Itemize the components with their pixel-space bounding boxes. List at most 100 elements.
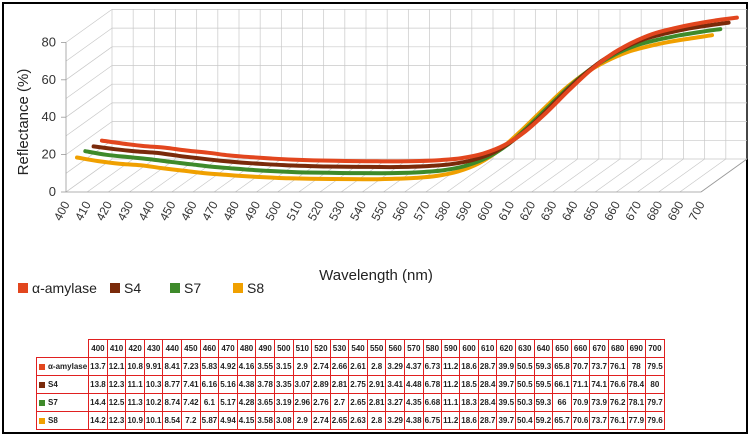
table-header-cell: 400 <box>88 339 108 358</box>
table-cell: 28.4 <box>477 375 498 394</box>
table-cell: 10.1 <box>143 411 164 430</box>
x-tick-label: 560 <box>390 199 412 224</box>
table-cell: 7.2 <box>181 411 201 430</box>
table-header-cell: 440 <box>162 339 183 358</box>
grid-line <box>65 102 113 137</box>
table-cell: 3.41 <box>385 375 405 394</box>
table-row: S4 13.8 12.3 11.1 10.3 8.77 7.41 6.16 5.16 4.38 3.… <box>35 375 665 394</box>
table-cell: 2.89 <box>311 375 331 394</box>
table-cell: 10.2 <box>143 393 164 412</box>
table-cell: 3.15 <box>273 357 294 376</box>
table-cell: 2.9 <box>292 411 313 430</box>
y-tick-label: 40 <box>42 109 56 124</box>
grid-line <box>658 158 705 193</box>
table-cell: 2.65 <box>329 411 350 430</box>
table-cell: 10.8 <box>125 357 145 376</box>
table-header-cell: 410 <box>106 339 127 358</box>
grid-line <box>679 158 727 193</box>
table-cell: 3.78 <box>255 375 275 394</box>
table-header-cell: 640 <box>533 339 554 358</box>
table-header-cell: 680 <box>607 339 628 358</box>
grid-line <box>298 158 346 193</box>
x-tick-label: 520 <box>305 199 327 224</box>
x-axis-title: Wavelength (nm) <box>319 267 433 284</box>
table-cell: 9.91 <box>143 357 164 376</box>
table-cell: 3.55 <box>255 357 275 376</box>
table-cell: 4.35 <box>404 393 424 412</box>
grid-line <box>467 158 515 193</box>
table-cell: 76.1 <box>607 357 628 376</box>
table-cell: 18.5 <box>459 375 479 394</box>
legend-label: α-amylase <box>32 280 97 296</box>
legend-label: S4 <box>124 280 141 296</box>
table-cell: 11.1 <box>441 393 461 412</box>
floor-edge-line <box>700 158 748 193</box>
table-cell: 39.5 <box>496 393 517 412</box>
table-row: S7 14.4 12.5 11.3 10.2 8.74 7.42 6.1 5.17 4.28 3.6… <box>35 393 665 412</box>
grid-line <box>362 158 409 193</box>
table-cell: 80 <box>645 375 665 394</box>
table-cell: 59.3 <box>533 393 554 412</box>
table-cell: 12.3 <box>106 411 127 430</box>
table-row: S8 14.2 12.3 10.9 10.1 8.54 7.2 5.87 4.94 4.15 3.5… <box>35 411 665 430</box>
table-cell: 65.8 <box>552 357 572 376</box>
x-axis-ticks: 400 410 420 430 440 450 460 470 480 490 500 510 520 5… <box>51 199 708 224</box>
table-cell: 8.74 <box>162 393 183 412</box>
table-header-row: 400 410 420 430 440 450 460 470 480 490 500 510 520 5… <box>36 339 665 358</box>
grid-line <box>65 65 113 99</box>
table-cell: 8.77 <box>162 375 183 394</box>
table-cell: 2.66 <box>329 357 350 376</box>
grid-line <box>319 158 367 193</box>
x-tick-label: 610 <box>495 199 517 224</box>
table-cell: 28.7 <box>477 411 498 430</box>
table-header-cell: 590 <box>441 339 461 358</box>
table-header-cell: 540 <box>348 339 368 358</box>
x-tick-label: 580 <box>432 199 454 224</box>
grid-line <box>510 158 557 193</box>
table-cell: 3.58 <box>255 411 275 430</box>
table-header-cell: 500 <box>273 339 294 358</box>
table-cell: 3.07 <box>292 375 313 394</box>
table-row: α-amylase 13.7 12.1 10.8 9.91 8.41 7.23 5.83 4.9… <box>35 357 665 376</box>
x-tick-label: 480 <box>220 199 242 224</box>
table-cell: 4.16 <box>236 357 257 376</box>
table-cell: 59.2 <box>533 411 554 430</box>
y-tick-label: 60 <box>42 72 56 87</box>
table-header-cell: 520 <box>311 339 331 358</box>
x-tick-label: 570 <box>411 199 433 224</box>
table-header-cell: 630 <box>515 339 535 358</box>
table-cell: 8.54 <box>162 411 183 430</box>
table-cell: 2.76 <box>311 393 331 412</box>
table-cell: 79.7 <box>645 393 665 412</box>
x-tick-label: 400 <box>51 199 73 224</box>
table-cell: 2.74 <box>311 357 331 376</box>
table-cell: 4.48 <box>404 375 424 394</box>
table-cell: 2.9 <box>292 357 313 376</box>
legend-label: S7 <box>184 280 201 296</box>
table-cell: 2.96 <box>292 393 313 412</box>
legend-swatch <box>170 283 180 293</box>
x-tick-label: 460 <box>178 199 200 224</box>
chart-series <box>75 15 739 182</box>
table-header-cell: 460 <box>199 339 220 358</box>
table-cell: 59.3 <box>533 357 554 376</box>
table-cell: 4.94 <box>218 411 238 430</box>
table-header-cell: 430 <box>143 339 164 358</box>
series-line <box>75 33 714 182</box>
table-row-label: S8 <box>35 411 90 430</box>
x-tick-label: 440 <box>136 199 158 224</box>
x-tick-label: 550 <box>368 199 390 224</box>
table-cell: 66 <box>552 393 572 412</box>
table-cell: 5.16 <box>218 375 238 394</box>
grid-line <box>616 158 663 193</box>
table-cell: 78 <box>626 357 647 376</box>
table-cell: 28.4 <box>477 393 498 412</box>
table-cell: 5.83 <box>199 357 220 376</box>
table-cell: 39.9 <box>496 357 517 376</box>
table-header-cell: 490 <box>255 339 275 358</box>
table-header-cell: 570 <box>404 339 424 358</box>
table-cell: 6.75 <box>422 411 443 430</box>
x-tick-label: 420 <box>93 199 115 224</box>
table-cell: 70.9 <box>570 393 591 412</box>
table-row-label: α-amylase <box>35 357 90 376</box>
